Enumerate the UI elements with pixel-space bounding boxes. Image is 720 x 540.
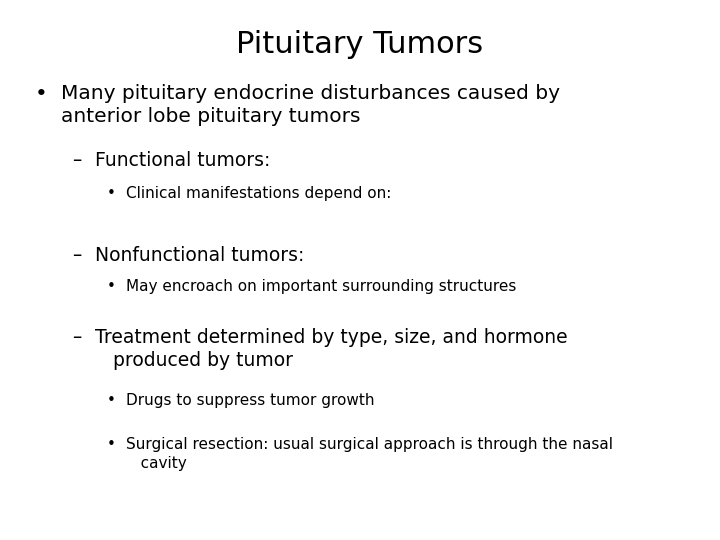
Text: Nonfunctional tumors:: Nonfunctional tumors: (95, 246, 305, 265)
Text: •: • (107, 279, 115, 294)
Text: Functional tumors:: Functional tumors: (95, 151, 271, 170)
Text: Surgical resection: usual surgical approach is through the nasal
   cavity: Surgical resection: usual surgical appro… (126, 437, 613, 471)
Text: Drugs to suppress tumor growth: Drugs to suppress tumor growth (126, 393, 374, 408)
Text: Clinical manifestations depend on:: Clinical manifestations depend on: (126, 186, 392, 201)
Text: •: • (107, 186, 115, 201)
Text: •: • (35, 84, 48, 104)
Text: –: – (72, 246, 81, 265)
Text: –: – (72, 151, 81, 170)
Text: Pituitary Tumors: Pituitary Tumors (236, 30, 484, 59)
Text: –: – (72, 328, 81, 347)
Text: Many pituitary endocrine disturbances caused by
anterior lobe pituitary tumors: Many pituitary endocrine disturbances ca… (61, 84, 560, 126)
Text: •: • (107, 393, 115, 408)
Text: Treatment determined by type, size, and hormone
   produced by tumor: Treatment determined by type, size, and … (95, 328, 567, 370)
Text: •: • (107, 437, 115, 453)
Text: May encroach on important surrounding structures: May encroach on important surrounding st… (126, 279, 516, 294)
